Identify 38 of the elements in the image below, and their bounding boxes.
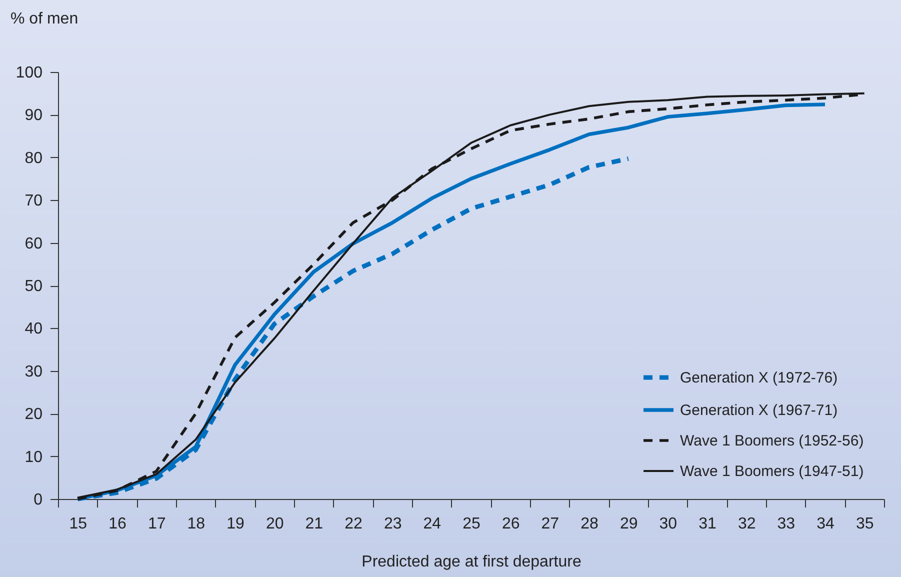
x-tick-label: 16 <box>108 516 126 532</box>
x-tick-label: 25 <box>462 516 480 532</box>
y-tick-label: 0 <box>34 492 43 508</box>
y-tick-label: 40 <box>24 320 43 338</box>
x-tick-label: 20 <box>266 516 284 532</box>
legend-label: Generation X (1967-71) <box>680 402 838 419</box>
x-tick-label: 31 <box>698 516 716 532</box>
x-tick-label: 15 <box>69 516 88 532</box>
y-tick-label: 90 <box>24 107 43 124</box>
x-tick-label: 35 <box>856 516 874 532</box>
y-tick-label: 80 <box>24 150 43 167</box>
x-tick-label: 21 <box>305 516 324 532</box>
x-tick-label: 32 <box>738 516 756 532</box>
legend-label: Wave 1 Boomers (1947-51) <box>680 463 864 480</box>
x-axis-title: Predicted age at first departure <box>362 554 582 570</box>
x-tick-label: 33 <box>777 516 796 532</box>
x-tick-label: 34 <box>816 516 834 532</box>
y-tick-label: 70 <box>24 192 43 210</box>
x-tick-label: 19 <box>226 516 244 532</box>
x-tick-label: 22 <box>344 516 362 532</box>
legend-label: Wave 1 Boomers (1952-56) <box>680 432 864 450</box>
y-tick-label: 30 <box>24 363 43 380</box>
x-tick-label: 30 <box>659 516 678 532</box>
x-tick-label: 28 <box>580 516 598 532</box>
x-tick-label: 24 <box>423 516 442 532</box>
x-tick-label: 17 <box>148 516 166 532</box>
x-tick-label: 29 <box>620 516 638 532</box>
x-tick-label: 23 <box>384 516 402 532</box>
y-axis-title: % of men <box>10 10 78 28</box>
x-tick-label: 26 <box>502 516 520 532</box>
y-tick-label: 20 <box>24 406 43 424</box>
y-tick-label: 50 <box>24 278 43 295</box>
y-tick-label: 60 <box>24 235 43 252</box>
x-tick-label: 18 <box>187 516 206 532</box>
x-tick-label: 27 <box>541 516 560 532</box>
legend-label: Generation X (1972-76) <box>680 370 838 386</box>
y-tick-label: 10 <box>24 448 43 466</box>
y-tick-label: 100 <box>16 64 43 82</box>
